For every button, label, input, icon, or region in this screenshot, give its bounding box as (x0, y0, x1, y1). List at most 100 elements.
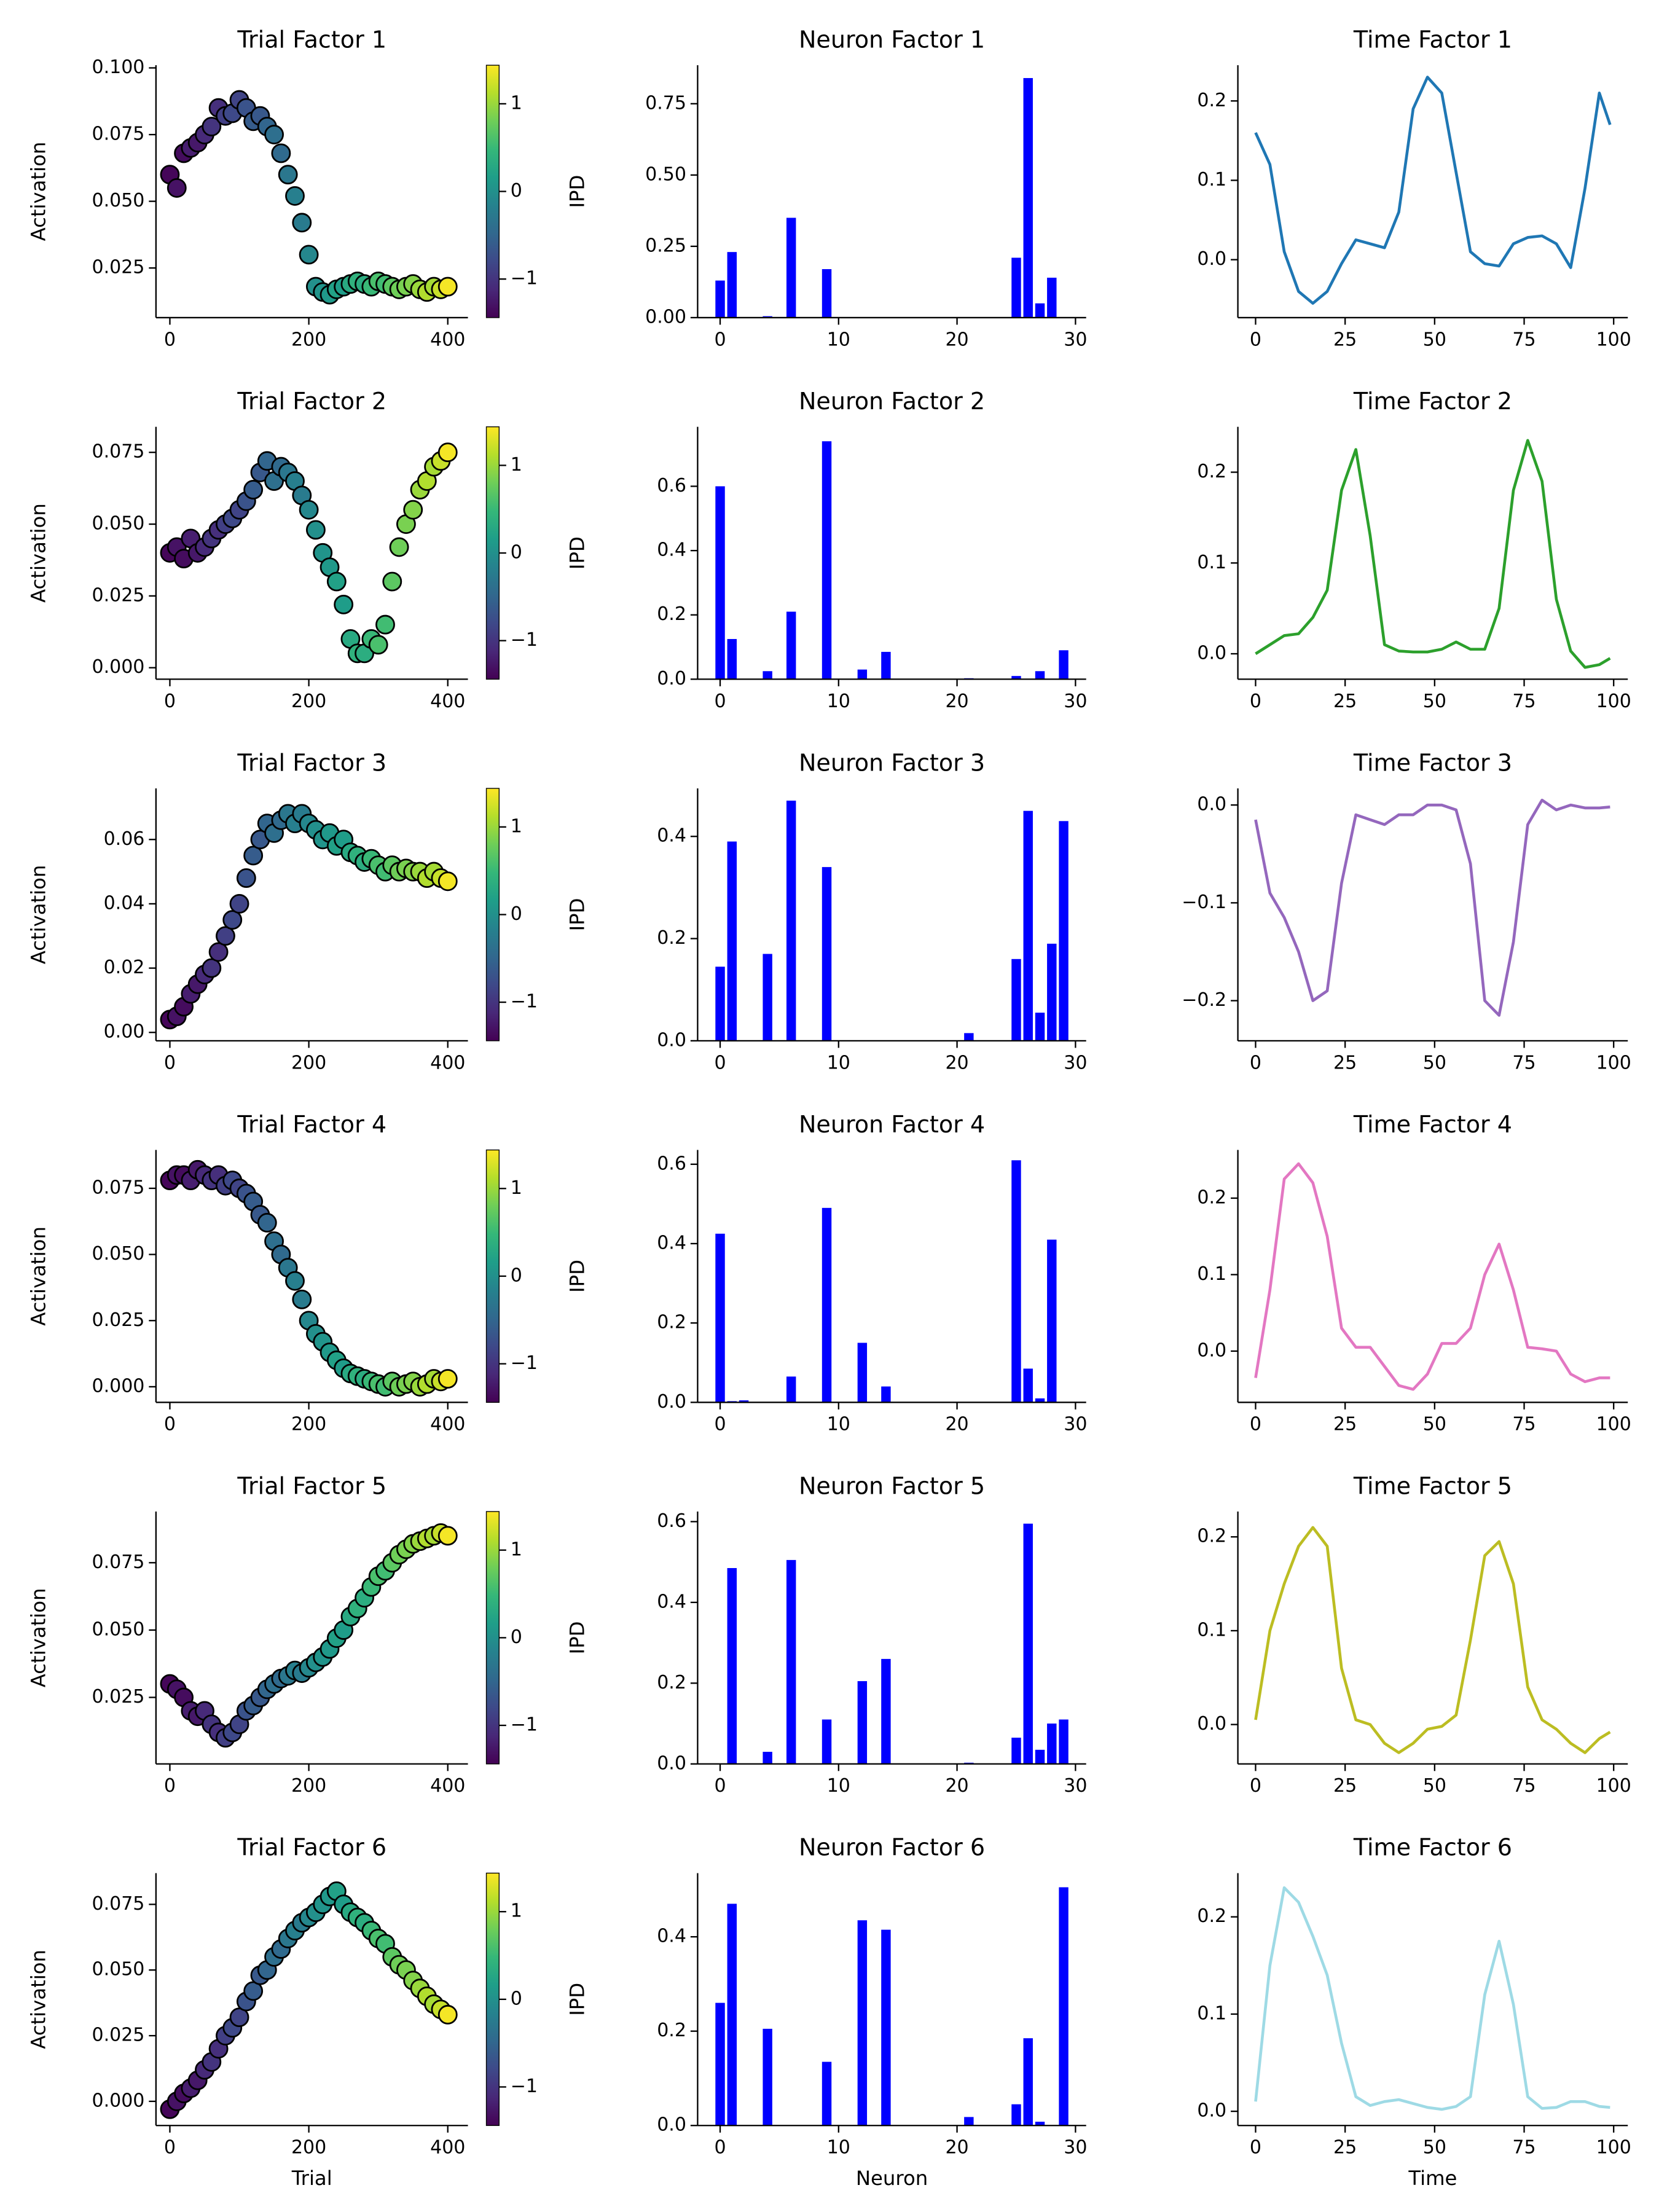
colorbar (485, 1149, 500, 1403)
bar (881, 1658, 891, 1764)
bar (1011, 959, 1021, 1041)
subplot-title: Neuron Factor 2 (799, 388, 985, 415)
colorbar-tick-label: 0 (511, 1265, 522, 1286)
y-tick-label: 0.1 (1197, 2002, 1226, 2024)
x-tick-label: 30 (1064, 1775, 1087, 1797)
y-tick-label: 0.075 (92, 1551, 144, 1573)
scatter-point (202, 958, 222, 978)
colorbar-tick-label: −1 (511, 268, 538, 289)
scatter-point (229, 894, 249, 914)
y-tick-label: 0.2 (657, 2020, 686, 2041)
x-tick-label: 400 (430, 1052, 465, 1073)
x-tick-label: 200 (291, 1052, 326, 1073)
x-tick-label: 50 (1423, 2137, 1446, 2159)
scatter-point (167, 178, 187, 198)
colorbar-label: IPD (566, 175, 589, 208)
scatter-point (285, 186, 305, 206)
subplot-title: Trial Factor 6 (237, 1834, 386, 1861)
subplot-title: Time Factor 4 (1353, 1111, 1512, 1138)
y-tick-label: 0.0 (657, 2114, 686, 2136)
bar (964, 1033, 974, 1041)
subplot: Neuron Factor 2 0.0 0.2 0.4 0.6 0 10 20 30 (657, 388, 1087, 712)
x-tick-label: 25 (1333, 1414, 1357, 1435)
x-tick-label: 400 (430, 691, 465, 712)
y-tick-label: 0.0 (1197, 2100, 1226, 2122)
bar (857, 669, 868, 680)
scatter-point (285, 1271, 305, 1291)
y-tick-label: 0.02 (104, 957, 145, 978)
x-tick-label: 100 (1596, 1414, 1631, 1435)
x-tick-label: 25 (1333, 2137, 1357, 2159)
bar (1035, 1013, 1045, 1041)
x-tick-label: 20 (945, 1052, 968, 1073)
x-tick-label: 200 (291, 1414, 326, 1435)
scatter-point (257, 1213, 277, 1233)
y-tick-label: −0.2 (1182, 989, 1226, 1011)
x-axis-label: Time (1408, 2167, 1457, 2190)
y-tick-label: −0.1 (1182, 892, 1226, 913)
y-axis-label: Activation (27, 1588, 50, 1688)
colorbar (485, 65, 500, 318)
bar (786, 611, 796, 680)
subplot: Trial Factor 4 Activation 0.000 0.025 0.050 0… (27, 1111, 589, 1435)
bar (1047, 943, 1057, 1041)
y-tick-label: 0.000 (92, 2090, 144, 2111)
bar (715, 486, 725, 680)
bar (1035, 1749, 1045, 1764)
bar (715, 1233, 725, 1403)
scatter-point (403, 500, 423, 520)
y-tick-label: 0.025 (92, 1309, 144, 1331)
x-tick-label: 0 (164, 691, 176, 712)
bar (1011, 2104, 1021, 2126)
bar (1011, 676, 1021, 680)
scatter-point (389, 537, 409, 557)
x-tick-label: 20 (945, 1775, 968, 1797)
x-tick-label: 100 (1596, 329, 1631, 350)
y-tick-label: 0.1 (1197, 1263, 1226, 1285)
bar (822, 867, 832, 1041)
y-tick-label: 0.4 (657, 825, 686, 847)
scatter-point (202, 117, 222, 136)
x-tick-label: 50 (1423, 1052, 1446, 1073)
colorbar-tick-label: 1 (511, 92, 522, 114)
colorbar-tick-label: 0 (511, 542, 522, 563)
x-tick-label: 0 (1250, 1775, 1261, 1797)
bar (727, 1568, 737, 1764)
y-tick-label: 0.2 (1197, 1186, 1226, 1208)
y-tick-label: 0.2 (657, 1672, 686, 1693)
y-tick-label: 0.06 (104, 828, 145, 850)
x-axis-label: Neuron (856, 2167, 928, 2190)
colorbar-label: IPD (566, 1260, 589, 1293)
subplot-title: Time Factor 2 (1353, 388, 1512, 415)
subplot-title: Trial Factor 1 (237, 26, 386, 53)
bar (727, 841, 737, 1041)
y-tick-label: 0.04 (104, 892, 145, 914)
scatter-point (334, 594, 354, 614)
subplot: Trial Factor 1 Activation 0.025 0.050 0.075 0… (27, 26, 589, 350)
y-tick-label: 0.075 (92, 441, 144, 463)
x-tick-label: 400 (430, 1414, 465, 1435)
y-tick-label: 0.2 (1197, 461, 1226, 482)
colorbar-tick-label: 1 (511, 1177, 522, 1199)
bar (857, 1681, 868, 1764)
colorbar-tick-label: 0 (511, 1988, 522, 2009)
bar (1059, 650, 1069, 680)
colorbar-tick-label: −1 (511, 991, 538, 1013)
y-tick-label: 0.075 (92, 1893, 144, 1915)
subplot: Time Factor 5 0.0 0.1 0.2 0 25 50 75 100 (1197, 1472, 1631, 1797)
scatter-point (215, 926, 235, 946)
bar (763, 671, 772, 680)
scatter-point (437, 2004, 458, 2025)
x-tick-label: 30 (1064, 329, 1087, 350)
x-tick-label: 100 (1596, 2137, 1631, 2159)
bar (822, 1207, 832, 1403)
subplot-title: Time Factor 1 (1353, 26, 1512, 53)
x-axis-label: Trial (291, 2167, 332, 2190)
bar (727, 1904, 737, 2126)
bar (1011, 1738, 1021, 1764)
subplot: Neuron Factor 3 0.0 0.2 0.4 0 10 20 30 (657, 749, 1087, 1073)
colorbar-tick-label: 0 (511, 903, 522, 925)
bar (786, 1376, 796, 1403)
y-tick-label: 0.0 (1197, 643, 1226, 664)
y-tick-label: 0.6 (657, 1510, 686, 1532)
